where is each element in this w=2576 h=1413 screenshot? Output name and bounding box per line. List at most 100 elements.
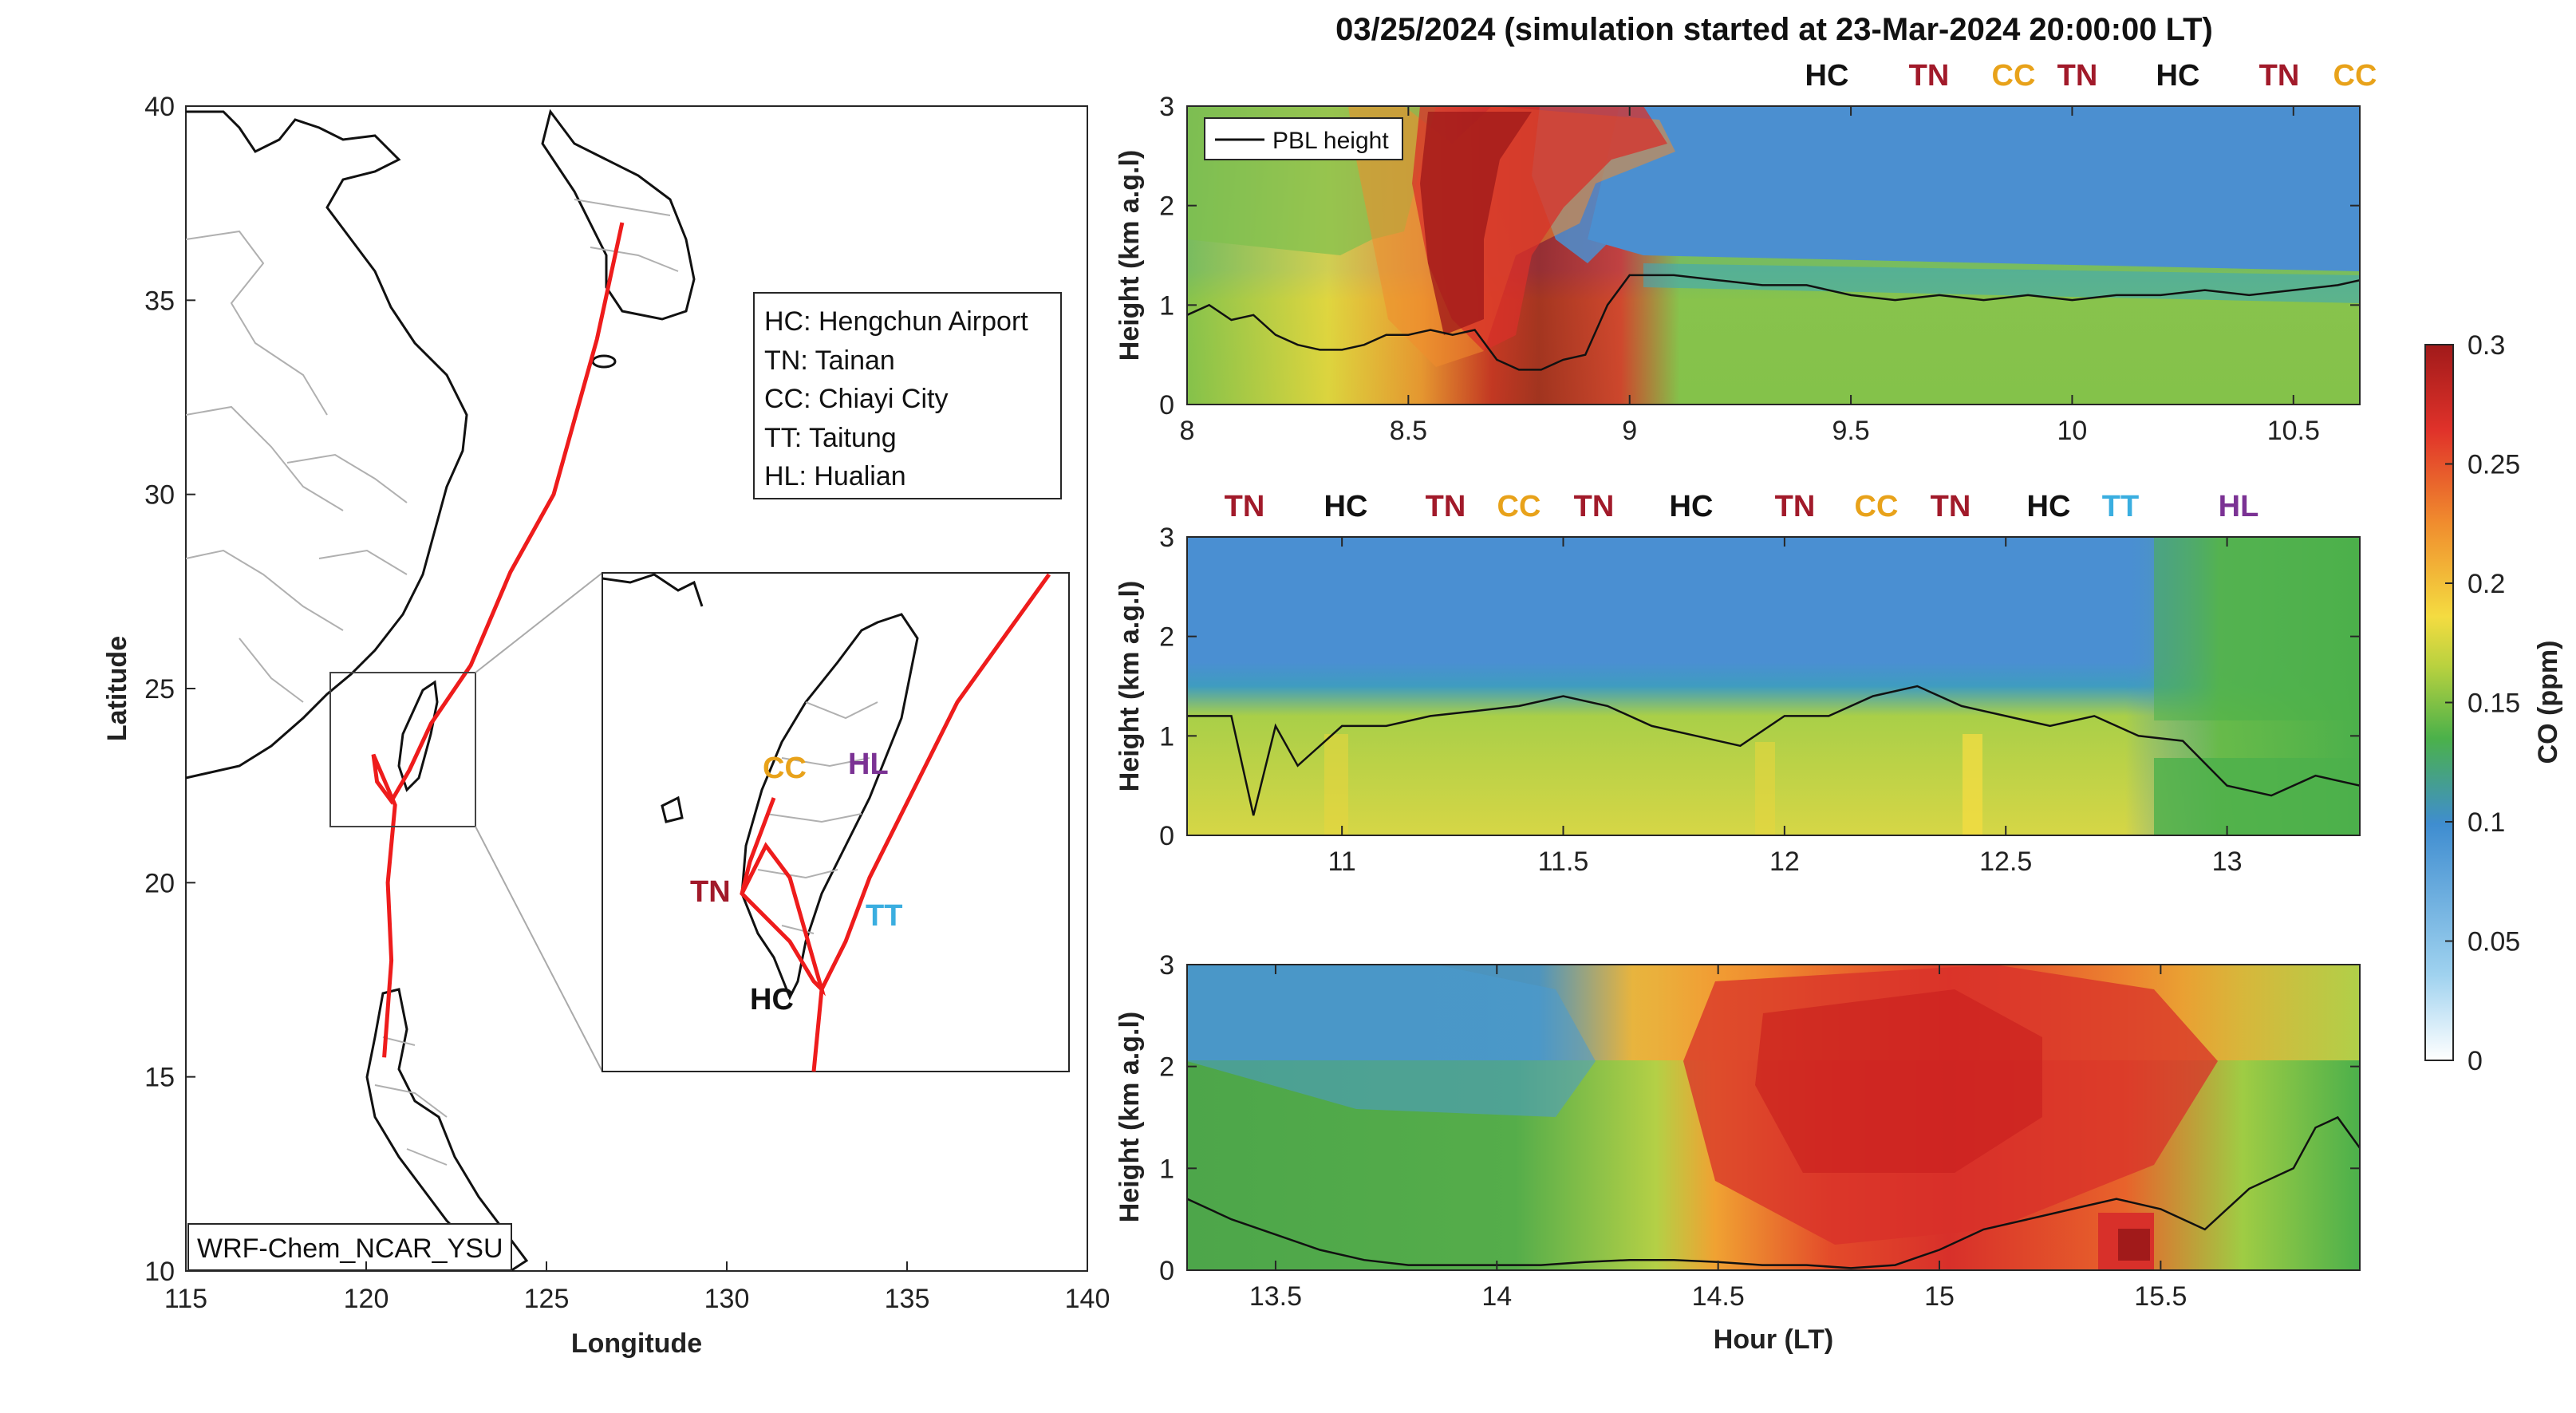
pbl-height-line-2 (1187, 685, 2360, 816)
ytick-label: 2 (1159, 622, 1174, 653)
panel-3-xlabel: Hour (LT) (1714, 1324, 1833, 1355)
site-label: CC (1497, 490, 1541, 523)
inset-trajectory-line (740, 797, 826, 997)
site-label: TN (1574, 490, 1615, 523)
map-xtick-label: 130 (704, 1284, 750, 1314)
ytick-label: 3 (1159, 950, 1174, 981)
ytick-label: 1 (1159, 1154, 1174, 1184)
model-label: WRF-Chem_NCAR_YSU (197, 1233, 503, 1264)
xtick-label: 11.5 (1538, 847, 1589, 877)
xtick-label: 10 (2057, 416, 2088, 446)
model-label-box: WRF-Chem_NCAR_YSU (187, 1223, 512, 1271)
taiwan-inset: CC HL TN TT HC (602, 572, 1070, 1072)
panel-3: 13.5 14 14.5 15 15.5 0 1 2 3 Height (km a.g.l) H… (1114, 950, 2361, 1355)
figure-title: 03/25/2024 (simulation started at 23-Mar… (1335, 12, 2213, 47)
inset-label-hc: HC (750, 983, 794, 1016)
ytick-label: 3 (1159, 92, 1174, 122)
site-label: TN (1931, 490, 1971, 523)
xtick-label: 9.5 (1832, 416, 1869, 446)
map-legend-item: TT: Taitung (764, 423, 897, 453)
xtick-label: 10.5 (2267, 416, 2320, 446)
panel-1: PBL height 8 8.5 9 9.5 10 10.5 0 1 2 3 Height (km… (1114, 59, 2377, 446)
panel-1-axes: 8 8.5 9 9.5 10 10.5 0 1 2 3 (1159, 92, 2360, 446)
xtick-label: 8.5 (1390, 416, 1427, 446)
map-ytick-label: 10 (144, 1257, 175, 1287)
site-label: CC (2333, 59, 2377, 93)
map-xtick-label: 115 (164, 1284, 207, 1314)
xtick-label: 11 (1328, 847, 1356, 877)
map-legend-item: CC: Chiayi City (764, 384, 948, 414)
site-label: TN (1426, 490, 1466, 523)
map-xlabel: Longitude (571, 1328, 702, 1359)
xtick-label: 12.5 (1979, 847, 2032, 877)
map-ytick-label: 25 (144, 674, 175, 705)
site-label: CC (1855, 490, 1899, 523)
colorbar-tick-label: 0.05 (2468, 927, 2520, 957)
pbl-legend-label: PBL height (1272, 128, 1389, 154)
site-label: HC (1805, 59, 1849, 93)
panel-2-site-labels: TN HC TN CC TN HC TN CC TN HC TT HL (1225, 490, 2259, 523)
xtick-label: 14.5 (1692, 1281, 1745, 1312)
panel-2-ylabel: Height (km a.g.l) (1114, 581, 1145, 791)
site-label: HC (2156, 59, 2200, 93)
ytick-label: 0 (1159, 1256, 1174, 1286)
ytick-label: 1 (1159, 721, 1174, 752)
colorbar-tick-label: 0.15 (2468, 689, 2520, 719)
xtick-label: 9 (1622, 416, 1637, 446)
site-label: TN (1909, 59, 1950, 93)
panel-1-ylabel: Height (km a.g.l) (1114, 150, 1145, 361)
ytick-label: 0 (1159, 390, 1174, 420)
inset-label-hl: HL (848, 748, 889, 781)
xtick-label: 12 (1769, 847, 1800, 877)
site-label: TT (2102, 490, 2139, 523)
map-axes: 115 120 125 130 135 140 10 15 20 25 30 35 40 (144, 92, 1110, 1314)
colorbar: 0 0.05 0.1 0.15 0.2 0.25 0.3 CO (ppm) (2424, 330, 2563, 1076)
map-ytick-label: 35 (144, 286, 175, 316)
site-label: TN (2259, 59, 2300, 93)
map-legend-item: HC: Hengchun Airport (764, 306, 1028, 337)
xtick-label: 15.5 (2134, 1281, 2187, 1312)
map-ytick-label: 20 (144, 868, 175, 898)
map-xtick-label: 120 (344, 1284, 389, 1314)
site-label: HC (1324, 490, 1368, 523)
colorbar-tick-label: 0.3 (2468, 330, 2505, 361)
trajectory-line (371, 222, 625, 1058)
ytick-label: 0 (1159, 821, 1174, 851)
map-legend: HC: Hengchun Airport TN: Tainan CC: Chia… (753, 292, 1062, 499)
ytick-label: 2 (1159, 1052, 1174, 1083)
xtick-label: 15 (1924, 1281, 1955, 1312)
xtick-label: 14 (1481, 1281, 1512, 1312)
map-panel: HC: Hengchun Airport TN: Tainan CC: Chia… (102, 92, 1110, 1359)
colorbar-tick-label: 0.1 (2468, 807, 2505, 838)
map-ylabel: Latitude (102, 636, 132, 741)
site-label: TN (1775, 490, 1816, 523)
site-label: HC (1670, 490, 1714, 523)
pbl-height-line-1 (1187, 274, 2360, 371)
map-xtick-label: 140 (1065, 1284, 1110, 1314)
xtick-label: 13 (2212, 847, 2243, 877)
map-xtick-label: 135 (885, 1284, 930, 1314)
xtick-label: 13.5 (1249, 1281, 1302, 1312)
ytick-label: 2 (1159, 191, 1174, 222)
inset-label-cc: CC (763, 752, 807, 785)
pbl-height-line-3 (1187, 1115, 2360, 1269)
site-label: TN (1225, 490, 1265, 523)
ytick-label: 1 (1159, 290, 1174, 321)
map-ytick-label: 30 (144, 480, 175, 511)
panel-3-ylabel: Height (km a.g.l) (1114, 1012, 1145, 1222)
coastlines (186, 109, 696, 1271)
panel-1-legend: PBL height (1204, 117, 1403, 160)
ytick-label: 3 (1159, 523, 1174, 553)
inset-label-tt: TT (866, 899, 902, 933)
colorbar-tick-label: 0.2 (2468, 569, 2505, 599)
panel-3-axes: 13.5 14 14.5 15 15.5 0 1 2 3 (1159, 950, 2360, 1312)
site-label: HC (2027, 490, 2071, 523)
site-label: HL (2219, 490, 2259, 523)
xtick-label: 8 (1180, 416, 1195, 446)
map-ytick-label: 15 (144, 1063, 175, 1093)
inset-label-tn: TN (690, 875, 731, 909)
panel-1-site-labels: HC TN CC TN HC TN CC (1805, 59, 2377, 93)
